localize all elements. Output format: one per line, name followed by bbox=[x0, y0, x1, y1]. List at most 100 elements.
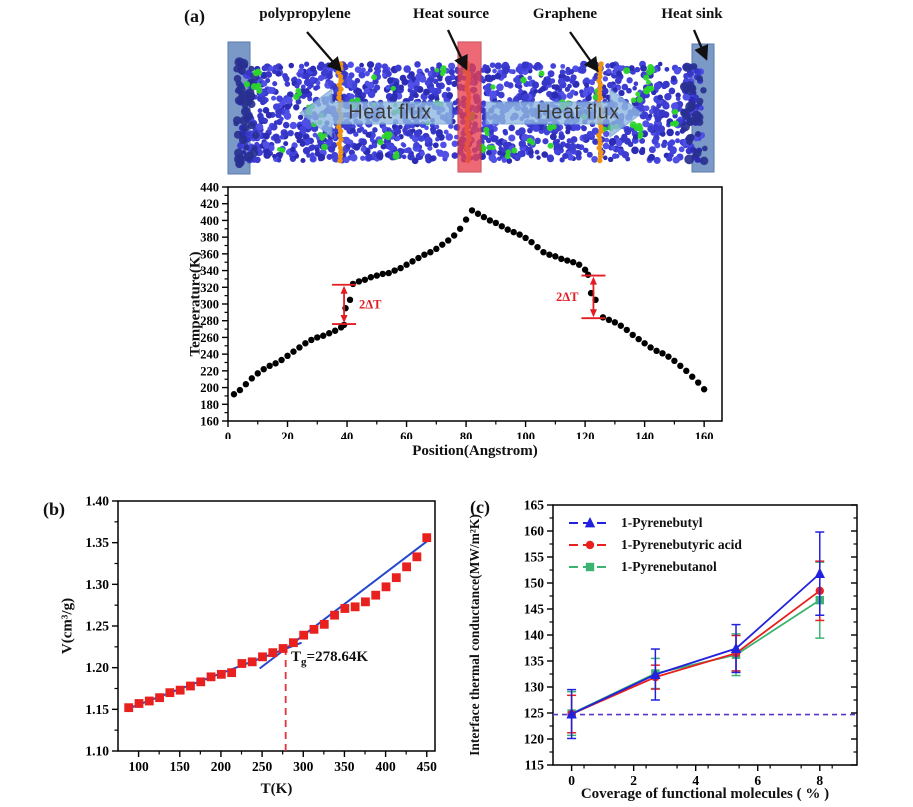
legend-item-pyrenebutyl: 1-Pyrenebutyl bbox=[567, 515, 742, 531]
graphene-arrow bbox=[569, 31, 599, 73]
tg-subscript: g bbox=[301, 656, 307, 668]
svg-text:300: 300 bbox=[293, 759, 314, 774]
svg-text:1.35: 1.35 bbox=[85, 535, 109, 550]
legend-label: 1-Pyrenebutanol bbox=[621, 559, 717, 574]
svg-text:120: 120 bbox=[524, 732, 545, 747]
svg-text:350: 350 bbox=[334, 759, 355, 774]
specific-volume-plot: 1.10 1.15 1.20 1.25 1.30 1.35 1.40 100 150 200 250… bbox=[85, 494, 437, 775]
svg-text:240: 240 bbox=[200, 348, 219, 362]
legend-marker-circle bbox=[569, 540, 611, 550]
heat-flux-arrow-right bbox=[485, 88, 643, 138]
temperature-profile-plot: 1601802002202402602803003203403603804004… bbox=[200, 183, 723, 439]
delta-t-label: 2ΔT bbox=[556, 290, 579, 304]
svg-text:2: 2 bbox=[630, 773, 637, 785]
heat-flux-arrow-left bbox=[299, 88, 453, 138]
svg-text:4: 4 bbox=[692, 773, 699, 785]
plot-frame bbox=[227, 186, 723, 422]
svg-text:40: 40 bbox=[341, 430, 354, 439]
svg-text:200: 200 bbox=[211, 759, 232, 774]
svg-text:115: 115 bbox=[524, 758, 544, 773]
heat-sink-arrow bbox=[692, 29, 709, 61]
svg-text:150: 150 bbox=[524, 576, 545, 591]
legend-label: 1-Pyrenebutyl bbox=[621, 515, 703, 530]
svg-text:220: 220 bbox=[200, 364, 219, 378]
svg-text:360: 360 bbox=[200, 247, 219, 261]
panel-c-chart: (c) 115 120 125 130 135 140 145 150 155 160 165 0 2 4… bbox=[455, 483, 913, 807]
plot-frame bbox=[117, 500, 436, 752]
svg-text:160: 160 bbox=[695, 430, 714, 439]
coverage-axis-label: Coverage of functional molecules ( % ) bbox=[580, 786, 830, 802]
legend-item-pyrenebutanol: 1-Pyrenebutanol bbox=[567, 559, 742, 575]
svg-text:400: 400 bbox=[375, 759, 396, 774]
svg-text:450: 450 bbox=[417, 759, 438, 774]
panel-a-temperature-chart: 160 180 200 220 240 260 280 300 320 340 360 380 400 4… bbox=[186, 183, 746, 469]
svg-text:0: 0 bbox=[225, 430, 231, 439]
molecular-dynamics-snapshot bbox=[227, 29, 715, 175]
series-legend: 1-Pyrenebutyl 1-Pyrenebutyric acid 1-Pyr… bbox=[567, 515, 742, 575]
heat-source bbox=[457, 41, 482, 173]
label-heat-sink: Heat sink bbox=[661, 6, 723, 22]
svg-text:200: 200 bbox=[200, 381, 219, 395]
fit-lines bbox=[125, 539, 430, 711]
svg-text:300: 300 bbox=[200, 298, 219, 312]
panel-b-chart: (b) 1.10 1.15 1.20 1.25 1.30 1.35 1.40 100 150 20… bbox=[35, 483, 455, 807]
polypropylene-arrow bbox=[306, 31, 342, 73]
svg-text:1.40: 1.40 bbox=[85, 494, 109, 509]
heat-flux-left-label: Heat flux bbox=[348, 101, 432, 124]
svg-text:6: 6 bbox=[754, 773, 761, 785]
svg-text:1.10: 1.10 bbox=[85, 744, 109, 759]
volume-points bbox=[124, 533, 432, 713]
svg-text:160: 160 bbox=[524, 524, 545, 539]
svg-text:420: 420 bbox=[200, 197, 219, 211]
panel-c-label: (c) bbox=[470, 497, 490, 517]
temperature-axis-label: Temperature(K) bbox=[187, 251, 204, 357]
svg-text:130: 130 bbox=[524, 680, 545, 695]
svg-text:100: 100 bbox=[128, 759, 149, 774]
svg-text:140: 140 bbox=[524, 628, 545, 643]
svg-text:280: 280 bbox=[200, 314, 219, 328]
svg-text:155: 155 bbox=[524, 550, 545, 565]
svg-text:380: 380 bbox=[200, 231, 219, 245]
svg-text:250: 250 bbox=[252, 759, 273, 774]
heat-source-arrow bbox=[446, 29, 468, 71]
svg-text:1.25: 1.25 bbox=[85, 619, 109, 634]
svg-text:0: 0 bbox=[568, 773, 575, 785]
axis-ticks: 115 120 125 130 135 140 145 150 155 160 165 0 2 4 6 8 bbox=[524, 498, 857, 785]
panel-b-label: (b) bbox=[43, 499, 65, 519]
svg-text:140: 140 bbox=[635, 430, 654, 439]
svg-text:135: 135 bbox=[524, 654, 545, 669]
delta-t-annotation: 2ΔT bbox=[556, 274, 606, 320]
svg-text:340: 340 bbox=[200, 264, 219, 278]
tg-value: =278.64K bbox=[306, 649, 368, 665]
legend-marker-square bbox=[569, 562, 611, 572]
svg-text:145: 145 bbox=[524, 602, 545, 617]
svg-text:150: 150 bbox=[170, 759, 191, 774]
svg-text:160: 160 bbox=[200, 415, 219, 429]
svg-text:8: 8 bbox=[816, 773, 823, 785]
svg-text:165: 165 bbox=[524, 498, 545, 513]
svg-text:125: 125 bbox=[524, 706, 545, 721]
series-1-pyrenebutyric-acid bbox=[567, 560, 825, 734]
delta-t-label: 2ΔT bbox=[359, 297, 382, 311]
legend-item-pyrenebutyric-acid: 1-Pyrenebutyric acid bbox=[567, 537, 742, 553]
svg-text:80: 80 bbox=[460, 430, 473, 439]
label-heat-source: Heat source bbox=[413, 6, 489, 22]
svg-text:440: 440 bbox=[200, 183, 219, 195]
svg-text:1.15: 1.15 bbox=[85, 702, 109, 717]
heat-flux-right-label: Heat flux bbox=[536, 101, 620, 124]
svg-text:100: 100 bbox=[516, 430, 535, 439]
temperature-b-axis-label: T(K) bbox=[260, 781, 293, 797]
svg-text:1.30: 1.30 bbox=[85, 577, 109, 592]
series-1-pyrenebutanol bbox=[567, 561, 825, 737]
conductance-plot: 115 120 125 130 135 140 145 150 155 160 165 0 2 4 6 8 bbox=[524, 498, 858, 785]
series-1-pyrenebutyl bbox=[566, 531, 825, 740]
tg-annotation: Tg=278.64K bbox=[291, 649, 368, 668]
position-axis-label: Position(Angstrom) bbox=[412, 443, 538, 459]
svg-text:20: 20 bbox=[281, 430, 294, 439]
conductance-axis-label: Interface thermal conductance(MW/m²K) bbox=[467, 514, 482, 756]
axis-ticks: 1.10 1.15 1.20 1.25 1.30 1.35 1.40 100 150 200 250… bbox=[85, 494, 437, 775]
panel-a-simulation: (a) polypropylene Heat source Graphene H… bbox=[180, 0, 728, 182]
legend-label: 1-Pyrenebutyric acid bbox=[621, 537, 742, 552]
panel-a-label: (a) bbox=[184, 6, 205, 26]
